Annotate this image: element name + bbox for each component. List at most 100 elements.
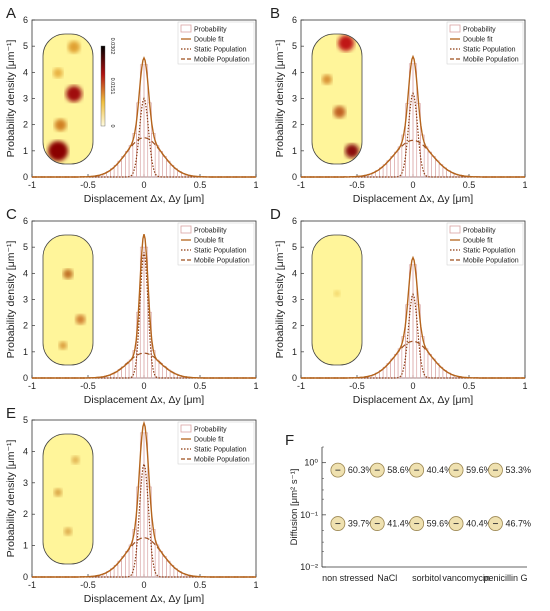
- y-tick-label: 5: [292, 41, 297, 51]
- histogram-bar: [158, 151, 163, 178]
- y-tick-label: 2: [292, 321, 297, 331]
- panel-D: D 0 1 2 3 4 5 6 -1 -0.5 0 0.5 1 Displacement Δx, Δy […: [270, 206, 528, 406]
- y-tick-label: 10⁰: [304, 458, 318, 468]
- histogram-bar: [128, 359, 134, 379]
- x-tick-label: -1: [28, 580, 36, 590]
- cell-background: [43, 434, 93, 564]
- y-tick-label: 3: [292, 94, 297, 104]
- x-axis-label: Displacement Δx, Δy [μm]: [353, 394, 474, 406]
- y-tick-label: 2: [23, 120, 28, 130]
- x-tick-label: -1: [297, 381, 305, 391]
- histogram-bar: [162, 556, 167, 578]
- panel-F: F 10⁻² 10⁻¹ 10⁰ Diffusion [μm² s⁻¹] non stres…: [285, 432, 531, 583]
- x-tick-label: -1: [297, 180, 305, 190]
- histogram-bar: [386, 160, 391, 178]
- y-tick-label: 4: [292, 67, 297, 77]
- histogram-bar: [390, 156, 395, 178]
- y-tick-label: 5: [23, 415, 28, 425]
- cell-hotspot: [48, 141, 68, 161]
- y-tick-label: 4: [23, 67, 28, 77]
- cell-background: [312, 34, 362, 164]
- colorbar-tick-label: 0.0302: [109, 38, 115, 55]
- y-tick-label: 10⁻¹: [300, 510, 318, 520]
- y-tick-label: 3: [23, 478, 28, 488]
- x-tick-label: 0: [141, 381, 146, 391]
- histogram-bar: [125, 363, 130, 379]
- category-label: NaCl: [377, 573, 397, 583]
- legend-label: Static Population: [194, 447, 247, 454]
- histogram-bar: [125, 151, 130, 178]
- x-tick-label: -1: [28, 381, 36, 391]
- panel-C: C 0 1 2 3 4 5 6 -1 -0.5 0 0.5 1 Displacement Δx, Δy […: [5, 206, 259, 406]
- histogram-bar: [162, 156, 167, 178]
- legend-label: Static Population: [463, 248, 516, 255]
- colorbar-tick-label: 0.0151: [109, 78, 115, 95]
- panel-letter: C: [6, 206, 17, 223]
- double-fit-curve: [301, 255, 525, 379]
- legend-label: Probability: [194, 427, 227, 434]
- legend: Probability Double fit Static Population Mo…: [446, 21, 524, 65]
- y-tick-label: 6: [292, 216, 297, 226]
- cell-hotspot: [68, 41, 80, 53]
- histogram-bar: [431, 358, 436, 379]
- legend: Probability Double fit Static Population Mo…: [177, 222, 255, 266]
- y-tick-label: 4: [23, 446, 28, 456]
- percentage-label: 41.4%: [387, 519, 413, 529]
- category-label: vancomycin: [442, 573, 490, 583]
- x-tick-label: 0.5: [463, 180, 476, 190]
- x-tick-label: 0.5: [194, 381, 207, 391]
- y-axis-label: Probability density [μm⁻¹]: [5, 40, 17, 158]
- histogram-bar: [154, 359, 160, 379]
- histogram-bar: [431, 156, 436, 178]
- colorbar: [100, 45, 106, 127]
- x-axis-label: Displacement Δx, Δy [μm]: [353, 193, 474, 205]
- cell-hotspot: [66, 85, 82, 102]
- x-tick-label: 0: [410, 381, 415, 391]
- y-tick-label: 0: [23, 172, 28, 182]
- y-tick-label: 3: [23, 94, 28, 104]
- x-tick-label: -0.5: [349, 180, 365, 190]
- histogram-bar: [158, 363, 163, 379]
- x-tick-label: 1: [522, 381, 527, 391]
- panel-A: A 0 1 2 3 4 5 6 -1 -0.5 0 0.5 1 Displacement Δx, Δy […: [5, 5, 259, 205]
- histogram: [91, 64, 197, 178]
- histogram-bar: [158, 551, 163, 578]
- legend-label: Mobile Population: [463, 57, 519, 64]
- legend-label: Probability: [463, 228, 496, 235]
- cell-hotspot: [63, 269, 73, 279]
- legend-label: Double fit: [194, 437, 224, 444]
- histogram-bar: [394, 151, 399, 178]
- cell-hotspot: [338, 35, 354, 52]
- histogram-bar: [427, 354, 432, 379]
- histogram-bar: [154, 145, 160, 178]
- percentage-label: 46.7%: [505, 519, 531, 529]
- histogram-bar: [128, 145, 134, 178]
- y-tick-label: 6: [23, 216, 28, 226]
- y-tick-label: 1: [23, 541, 28, 551]
- x-tick-label: -0.5: [80, 381, 96, 391]
- cell-outline: [42, 33, 94, 165]
- legend-label: Mobile Population: [463, 258, 519, 265]
- x-axis-label: Displacement Δx, Δy [μm]: [84, 394, 205, 406]
- cell-hotspot: [71, 456, 80, 464]
- cell-hotspot: [75, 314, 86, 325]
- cell-heatmap: [43, 34, 93, 164]
- y-tick-label: 5: [23, 242, 28, 252]
- legend-swatch: [449, 24, 461, 33]
- y-axis-label: Probability density [μm⁻¹]: [274, 40, 286, 158]
- x-tick-label: 1: [253, 381, 258, 391]
- legend-label: Double fit: [463, 37, 493, 44]
- y-axis-label: Probability density [μm⁻¹]: [274, 241, 286, 359]
- panel-letter: E: [6, 405, 16, 422]
- cell-hotspot: [334, 290, 340, 297]
- legend-label: Static Population: [463, 47, 516, 54]
- percentage-label: 53.3%: [505, 465, 531, 475]
- histogram-bar: [121, 556, 126, 578]
- y-tick-label: 2: [23, 509, 28, 519]
- x-tick-label: -1: [28, 180, 36, 190]
- double-fit-curve: [301, 54, 525, 178]
- legend-label: Double fit: [463, 238, 493, 245]
- category-label: sorbitol: [412, 573, 441, 583]
- cell-hotspot: [345, 144, 359, 158]
- colorbar-tick-label: 0: [109, 124, 115, 127]
